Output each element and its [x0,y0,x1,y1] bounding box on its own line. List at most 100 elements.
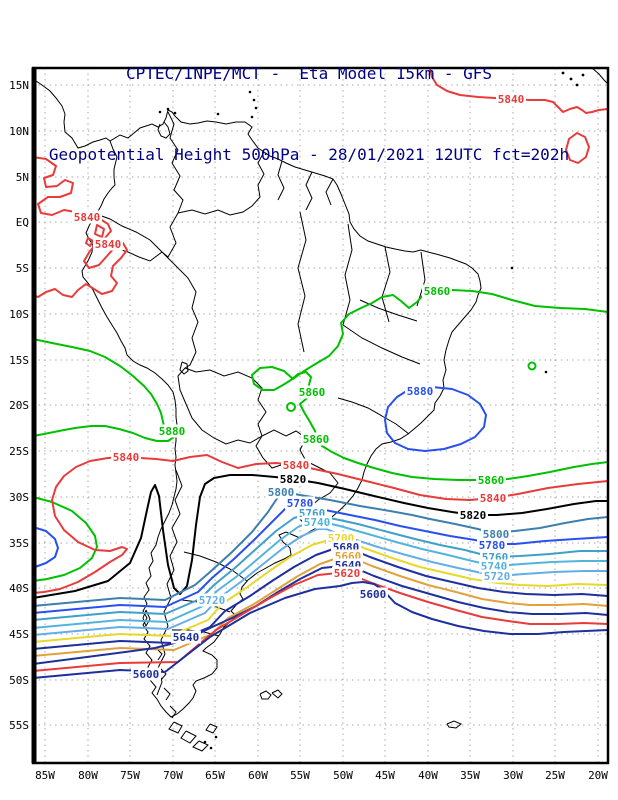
island-dot [561,71,565,75]
contour-label: 5840 [74,211,101,224]
lon-tick-label: 40W [418,769,438,782]
contour-label: 5600 [360,588,387,601]
contour-label-mask [481,527,511,541]
contour-label: 5840 [283,459,310,472]
contour-label-mask [72,210,102,224]
contour-5860-west-ridge [32,496,98,582]
contour-label-mask [131,667,161,681]
lat-tick-label: 10S [9,308,29,321]
tierra-del-fuego-islands [168,721,218,752]
contour-5860-tiny-ring [527,361,537,371]
contour-5840-north-atlantic [429,67,609,114]
contour-label-mask [157,424,187,438]
lat-tick-label: 25S [9,445,29,458]
contour-label-mask [301,432,331,446]
lon-tick-label: 65W [205,769,225,782]
border-venezuela-colombia [167,111,184,214]
contour-label-mask [266,485,296,499]
contour-label: 5840 [498,93,525,106]
lat-tick-label: EQ [16,216,29,229]
contour-label: 5820 [280,473,307,486]
south-georgia-island [446,720,462,729]
lat-tick-label: 40S [9,582,29,595]
contour-label: 5720 [199,594,226,607]
contour-label-mask [496,92,526,106]
border-venezuela-guyana [177,151,265,216]
contour-label-mask [482,569,512,583]
contour-label: 5780 [479,539,506,552]
contour-label-mask [458,508,488,522]
contour-label: 5740 [304,516,331,529]
contour-label: 5800 [483,528,510,541]
lat-tick-label: 30S [9,491,29,504]
contour-label-mask [281,458,311,472]
contour-label: 5860 [478,474,505,487]
island-dot [544,370,548,374]
contour-label-mask [93,237,123,251]
lat-tick-label: 45S [9,628,29,641]
island-dot [173,111,177,115]
contour-label: 5880 [159,425,186,438]
axis-labels-layer: 15N 10N 5N EQ 5S 10S 15S 20S 25S 30S 35S 40S 45S 50S 5… [9,79,608,782]
chart-title: CPTEC/INPE/MCT - Eta Model 15km - GFS Ge… [0,6,618,222]
island-dot [214,735,218,739]
island-dot [581,73,585,77]
border-peru-brazil [161,212,199,369]
contour-label-mask [111,450,141,464]
contour-label: 5620 [334,567,361,580]
contour-labels-layer: 5840 5840 5840 5860 5860 5880 5880 5860 5840 5840… [72,92,526,681]
lon-tick-label: 85W [35,769,55,782]
contour-5640 [32,564,609,665]
contour-label: 5640 [173,631,200,644]
contour-5880-west-ridge [32,526,59,568]
island-dot [254,106,258,110]
contour-label: 5720 [484,570,511,583]
contour-5880-andes [32,338,175,442]
contour-label-mask [197,593,227,607]
island-dot [166,107,170,111]
lake-maracaibo [157,121,171,139]
contour-5860-main [251,289,609,481]
contour-5800 [32,491,609,607]
contour-label: 5880 [407,385,434,398]
contour-label-mask [297,385,327,399]
patagonia-fjords [142,609,177,719]
chart-title-line2: Geopotential Height 500hPa - 28/01/2021 … [48,145,570,164]
contour-label-mask [278,472,308,486]
island-dot [209,746,213,750]
contour-label-mask [332,566,362,580]
lon-tick-label: 20W [588,769,608,782]
border-guianas [277,160,334,211]
contour-label-mask [285,496,315,510]
lon-tick-label: 35W [460,769,480,782]
contour-label-mask [171,630,201,644]
lon-tick-label: 50W [333,769,353,782]
island-dot [203,740,207,744]
contour-5880-closed-southeast [384,386,487,452]
contour-label: 5600 [133,668,160,681]
lon-tick-label: 45W [375,769,395,782]
lon-tick-label: 25W [545,769,565,782]
contour-label: 5800 [268,486,295,499]
chart-title-line1: CPTEC/INPE/MCT - Eta Model 15km - GFS [125,64,493,83]
cape-verde-coast-corner [591,67,609,85]
contour-label-mask [478,491,508,505]
contour-label: 5840 [95,238,122,251]
lat-tick-label: 20S [9,399,29,412]
lon-tick-label: 55W [290,769,310,782]
lon-tick-label: 60W [248,769,268,782]
lat-tick-label: 10N [9,125,29,138]
contour-label: 5860 [303,433,330,446]
island-dot [216,112,220,116]
lon-tick-label: 80W [78,769,98,782]
lat-tick-label: 50S [9,674,29,687]
contour-label: 5840 [480,492,507,505]
lon-tick-label: 70W [163,769,183,782]
border-chile-argentina [156,469,183,696]
contour-label-mask [302,515,332,529]
island-dot [250,115,254,119]
contour-5860-small-ring [286,402,296,412]
contour-label: 5860 [424,285,451,298]
